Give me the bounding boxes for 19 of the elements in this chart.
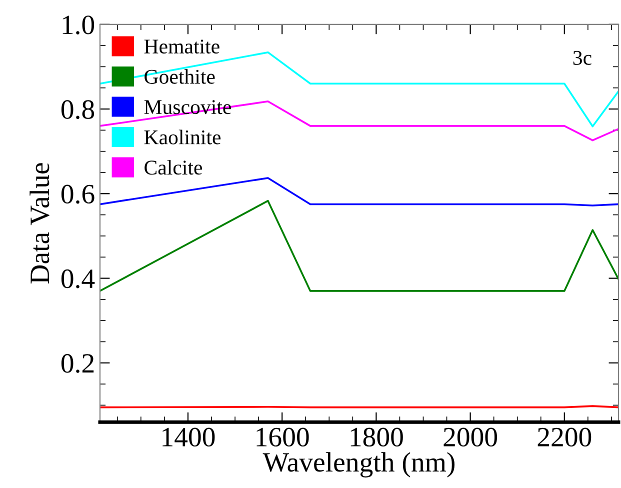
- legend-label: Kaolinite: [144, 130, 221, 144]
- y-tick-label: 0.4: [61, 269, 95, 288]
- x-tick-label: 1800: [350, 428, 403, 447]
- legend-label: Hematite: [144, 40, 220, 54]
- x-tick-label: 1400: [162, 428, 215, 447]
- y-tick-label: 0.8: [61, 100, 94, 120]
- x-axis-title: Wavelength (nm): [262, 452, 454, 478]
- line-series: [100, 200, 619, 292]
- y-axis-title: Data Value: [30, 163, 50, 284]
- y-tick-label: 1.0: [62, 16, 94, 34]
- x-tick-label: 2000: [444, 428, 498, 447]
- y-tick-label: 0.2: [61, 354, 94, 373]
- x-tick-label: 2200: [538, 428, 592, 447]
- x-tick-label: 1600: [256, 428, 309, 447]
- legend-label: Goethite: [144, 69, 215, 84]
- legend-label: Calcite: [144, 160, 202, 175]
- annotation: 3c: [573, 50, 592, 65]
- legend-label: Muscovite: [144, 100, 231, 114]
- y-tick-label: 0.6: [61, 184, 94, 204]
